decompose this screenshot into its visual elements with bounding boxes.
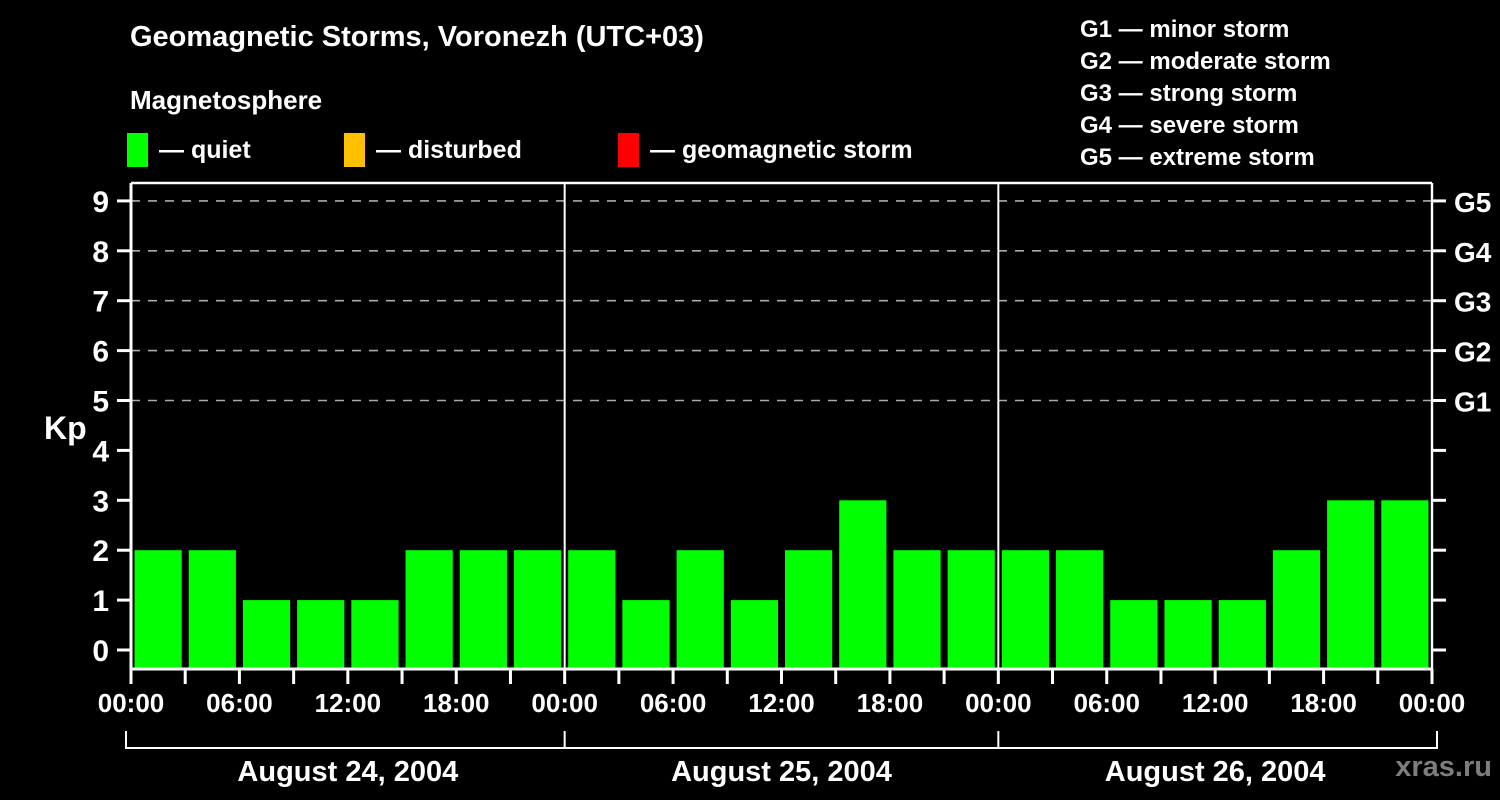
x-tick-label: 06:00 <box>640 688 707 718</box>
y-tick-label: 5 <box>92 386 109 419</box>
kp-bar <box>242 600 291 669</box>
legend-label-storm: — geomagnetic storm <box>650 135 913 164</box>
y-tick-label: 9 <box>92 186 109 219</box>
date-label: August 26, 2004 <box>1105 756 1326 788</box>
kp-bar <box>1110 600 1158 669</box>
kp-bar <box>134 550 182 669</box>
kp-bar <box>622 600 670 669</box>
kp-bar <box>1164 600 1212 669</box>
x-tick-label: 00:00 <box>965 688 1032 718</box>
x-tick-label: 06:00 <box>1074 688 1141 718</box>
xras-watermark: xras.ru <box>1395 751 1492 783</box>
y-tick-label: 2 <box>92 535 109 568</box>
date-bracket <box>125 731 1438 749</box>
x-tick-label: 00:00 <box>1399 688 1466 718</box>
x-tick-label: 18:00 <box>1290 688 1357 718</box>
kp-bar <box>1381 500 1429 669</box>
legend-label-disturbed: — disturbed <box>376 135 522 164</box>
x-tick-label: 12:00 <box>1182 688 1249 718</box>
kp-bar <box>1327 500 1375 669</box>
kp-bar <box>351 600 399 669</box>
kp-bar <box>1272 550 1321 669</box>
legend-label-quiet: — quiet <box>159 135 251 164</box>
y-axis-title: Kp <box>44 410 87 446</box>
kp-bar <box>459 550 507 669</box>
g-scale-legend-line-g5: G5 — extreme storm <box>1080 144 1315 171</box>
page-title: Geomagnetic Storms, Voronezh (UTC+03) <box>130 21 704 53</box>
kp-bar <box>513 550 562 669</box>
storm-color-swatch <box>618 133 639 167</box>
g-scale-legend: G1 — minor storm G2 — moderate storm G3 … <box>1080 14 1331 174</box>
kp-bar <box>1218 600 1266 669</box>
kp-bar <box>730 600 778 669</box>
right-axis-label-g5: G5 <box>1454 187 1491 218</box>
kp-bar <box>893 550 941 669</box>
right-axis-label-g1: G1 <box>1454 387 1491 418</box>
y-tick-label: 8 <box>92 236 109 269</box>
kp-bar <box>405 550 453 669</box>
x-tick-label: 12:00 <box>748 688 815 718</box>
kp-bar <box>1001 550 1050 669</box>
kp-bar <box>676 550 724 669</box>
g-scale-legend-line-g3: G3 — strong storm <box>1080 80 1298 107</box>
y-tick-label: 4 <box>92 435 109 468</box>
x-tick-label: 00:00 <box>531 688 598 718</box>
date-label: August 25, 2004 <box>671 756 892 788</box>
right-axis-label-g3: G3 <box>1454 287 1491 318</box>
kp-bar <box>568 550 616 669</box>
x-tick-label: 06:00 <box>206 688 273 718</box>
right-axis-label-g4: G4 <box>1454 237 1492 268</box>
kp-bar <box>839 500 887 669</box>
disturbed-color-swatch <box>344 133 365 167</box>
chart-subtitle: Magnetosphere <box>130 85 323 115</box>
legend-item-storm: — geomagnetic storm <box>618 132 913 168</box>
kp-bar <box>1056 550 1104 669</box>
g-scale-legend-line-g4: G4 — severe storm <box>1080 112 1299 139</box>
kp-bar <box>297 600 345 669</box>
x-tick-label: 12:00 <box>315 688 382 718</box>
y-tick-label: 6 <box>92 336 109 369</box>
y-tick-label: 3 <box>92 485 109 518</box>
x-tick-label: 00:00 <box>98 688 165 718</box>
y-tick-label: 1 <box>92 585 109 618</box>
x-tick-label: 18:00 <box>857 688 924 718</box>
y-tick-label: 7 <box>92 286 109 319</box>
legend-item-disturbed: — disturbed <box>344 132 522 168</box>
g-scale-legend-line-g1: G1 — minor storm <box>1080 16 1290 43</box>
kp-bar <box>947 550 995 669</box>
kp-bar <box>785 550 833 669</box>
right-axis-label-g2: G2 <box>1454 337 1491 368</box>
date-label: August 24, 2004 <box>237 756 458 788</box>
legend-item-quiet: — quiet <box>127 132 251 168</box>
kp-bar <box>188 550 236 669</box>
x-tick-label: 18:00 <box>423 688 490 718</box>
y-tick-label: 0 <box>92 635 109 668</box>
g-scale-legend-line-g2: G2 — moderate storm <box>1080 48 1331 75</box>
quiet-color-swatch <box>127 133 148 167</box>
